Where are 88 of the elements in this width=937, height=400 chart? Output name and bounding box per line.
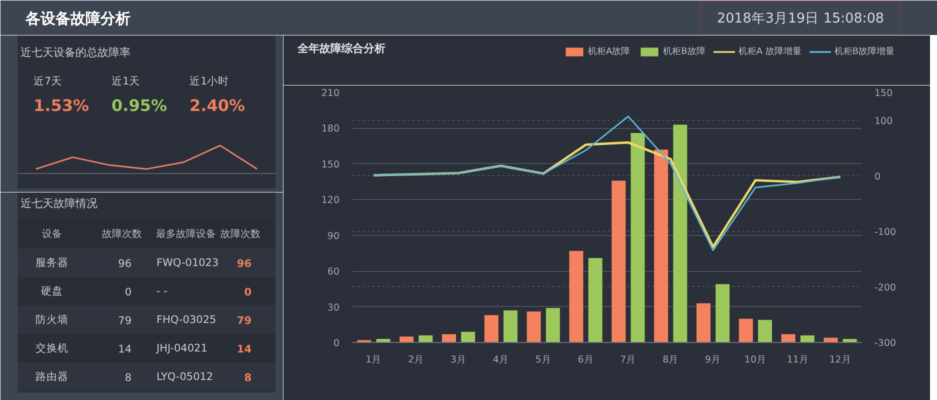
text: 14 <box>236 343 252 356</box>
bar <box>612 180 626 342</box>
text: FHQ-03025 <box>156 314 216 326</box>
bar <box>400 336 414 342</box>
bar <box>484 315 498 342</box>
bar <box>442 334 456 342</box>
text: 近1小时 <box>190 74 230 88</box>
text: 设备 <box>42 228 62 240</box>
bar <box>800 335 814 342</box>
x-tick-label: 10月 <box>744 354 767 366</box>
y2-tick-label: -100 <box>874 226 896 238</box>
x-tick-label: 4月 <box>492 354 509 366</box>
legend-label: 机柜A 故障增量 <box>738 46 802 58</box>
y-tick-label: 30 <box>327 302 340 314</box>
category-label: 故障次数 <box>220 228 260 240</box>
bar <box>546 308 560 342</box>
text: 96 <box>236 258 252 270</box>
text: 96 <box>118 258 132 270</box>
category-label: 服务器 <box>36 256 69 269</box>
text: 2.40% <box>190 96 246 115</box>
text: JHJ-04021 <box>156 342 208 354</box>
text: 14 <box>118 343 132 356</box>
y2-tick-label: -300 <box>874 338 896 349</box>
text: 1.53% <box>34 96 90 115</box>
text: 近1天 <box>112 74 140 88</box>
text: 2018年3月19日 15:08:08 <box>716 10 884 26</box>
y-tick-label: 90 <box>327 230 340 242</box>
bar <box>738 318 753 342</box>
y-tick-label: 120 <box>321 195 340 206</box>
category-label: 硬盘 <box>41 285 64 298</box>
x-tick-label: 8月 <box>662 354 679 366</box>
bar <box>630 132 645 342</box>
category-label: 最多故障设备 <box>156 228 216 240</box>
y-tick-label: 150 <box>321 159 340 170</box>
y2-tick-label: 0 <box>874 171 881 182</box>
category-label: 故障次数 <box>102 228 142 240</box>
x-tick-label: 5月 <box>535 354 552 366</box>
bar <box>781 334 796 342</box>
bar <box>588 258 602 342</box>
bar <box>526 312 541 342</box>
text: 8 <box>124 372 132 384</box>
bar <box>569 250 584 342</box>
text: 0.95% <box>112 96 168 115</box>
bar <box>758 320 772 342</box>
bar <box>504 310 518 342</box>
y-tick-label: 210 <box>321 88 340 99</box>
x-tick-label: 11月 <box>786 354 809 366</box>
text: 近七天故障情况 <box>20 197 98 210</box>
text: 79 <box>118 314 132 327</box>
category-label: 路由器 <box>36 370 69 383</box>
x-tick-label: 9月 <box>705 354 722 366</box>
text: 各设备故障分析 <box>24 10 130 28</box>
bar <box>418 335 433 342</box>
text: 8 <box>244 372 252 384</box>
line-series <box>372 116 842 252</box>
bar <box>461 332 476 342</box>
y-tick-label: 180 <box>321 124 340 135</box>
y2-tick-label: -200 <box>874 282 896 294</box>
bar <box>654 150 668 342</box>
text: LYQ-05012 <box>156 370 214 383</box>
bar <box>716 284 730 342</box>
bar <box>673 124 688 342</box>
chart-title: 近七天设备的总故障率 <box>20 46 130 59</box>
legend-label: 机柜A故障 <box>588 46 630 58</box>
text: FWQ-01023 <box>156 256 219 269</box>
legend-label: 机柜B故障 <box>663 46 706 58</box>
bar <box>824 338 838 342</box>
line-series <box>372 141 842 248</box>
y-tick-label: 60 <box>327 266 340 278</box>
text: 近7天 <box>34 74 62 88</box>
text: 0 <box>124 286 132 298</box>
y2-tick-label: 150 <box>874 88 893 99</box>
category-label: 防火墙 <box>36 314 69 326</box>
x-tick-label: 2月 <box>408 354 424 366</box>
x-tick-label: 12月 <box>829 354 852 366</box>
text: 79 <box>236 314 252 327</box>
x-tick-label: 1月 <box>366 354 382 366</box>
x-tick-label: 3月 <box>450 354 467 366</box>
y2-tick-label: 100 <box>874 116 893 127</box>
text: 0 <box>244 286 252 298</box>
text: - - <box>156 285 168 298</box>
bar <box>696 303 710 342</box>
category-label: 交换机 <box>36 342 69 354</box>
chart-title: 全年故障综合分析 <box>296 42 386 55</box>
x-tick-label: 7月 <box>620 354 636 366</box>
y-tick-label: 0 <box>333 338 340 349</box>
legend-label: 机柜B故障增量 <box>834 46 895 58</box>
x-tick-label: 6月 <box>578 354 594 366</box>
